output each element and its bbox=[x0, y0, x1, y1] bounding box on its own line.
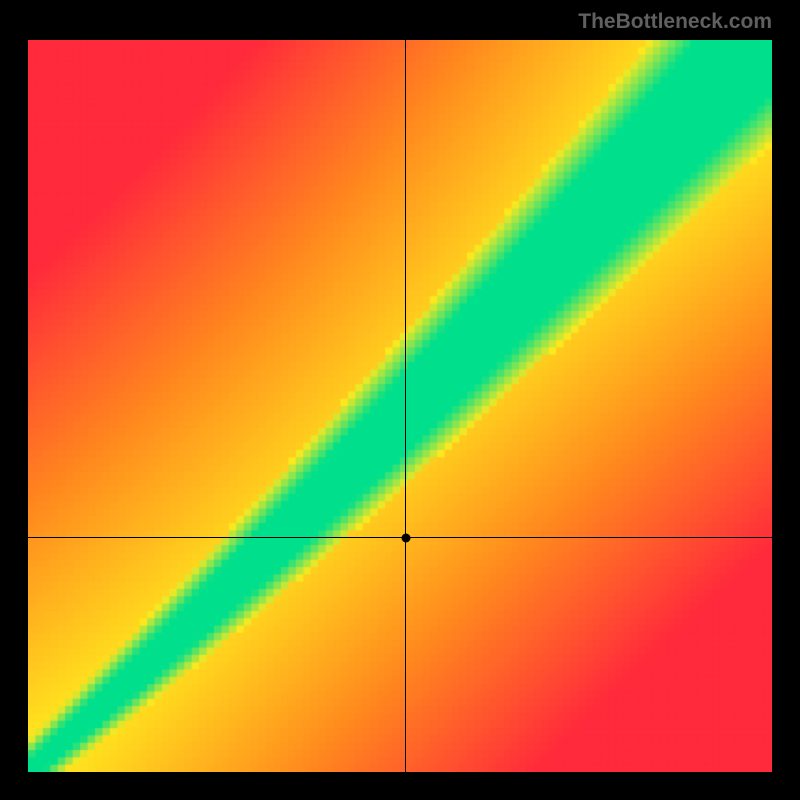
crosshair-horizontal bbox=[28, 537, 772, 538]
selection-marker bbox=[401, 533, 410, 542]
heatmap-canvas bbox=[28, 40, 772, 772]
watermark-text: TheBottleneck.com bbox=[578, 10, 772, 34]
heatmap-plot bbox=[28, 40, 772, 772]
chart-container: TheBottleneck.com bbox=[0, 0, 800, 800]
crosshair-vertical bbox=[405, 40, 406, 772]
